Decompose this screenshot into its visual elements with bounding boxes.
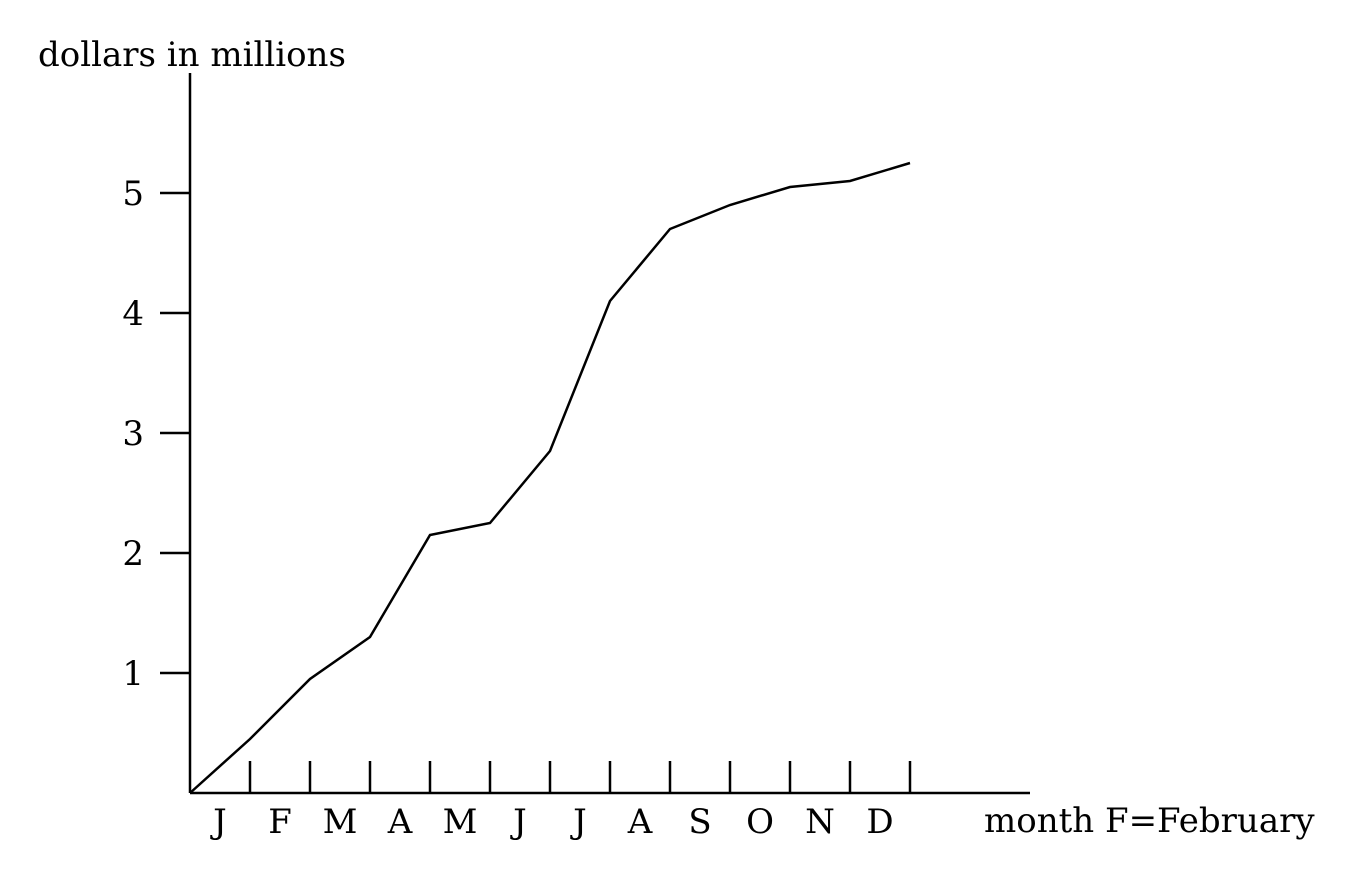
x-tick-label: M [323, 802, 358, 842]
x-tick-label: D [866, 802, 893, 842]
x-tick-label: J [210, 802, 227, 842]
x-tick-label: N [805, 802, 835, 842]
y-tick-label: 4 [122, 294, 144, 334]
x-tick-label: M [443, 802, 478, 842]
y-tick-label: 1 [122, 654, 144, 694]
x-tick-label: A [627, 802, 653, 842]
x-tick-label: J [510, 802, 527, 842]
y-axis-ticks: 1 2 3 4 5 [122, 174, 190, 694]
x-tick-label: O [746, 802, 774, 842]
y-axis-label: dollars in millions [38, 35, 346, 75]
x-tick-label: A [387, 802, 413, 842]
x-tick-label: F [268, 802, 292, 842]
x-axis-label: month F=February [984, 801, 1315, 841]
x-tick-label: S [688, 802, 711, 842]
y-tick-label: 5 [122, 174, 144, 214]
series-line [189, 161, 911, 794]
x-tick-label: J [570, 802, 587, 842]
y-tick-label: 3 [122, 414, 144, 454]
y-tick-label: 2 [122, 534, 144, 574]
